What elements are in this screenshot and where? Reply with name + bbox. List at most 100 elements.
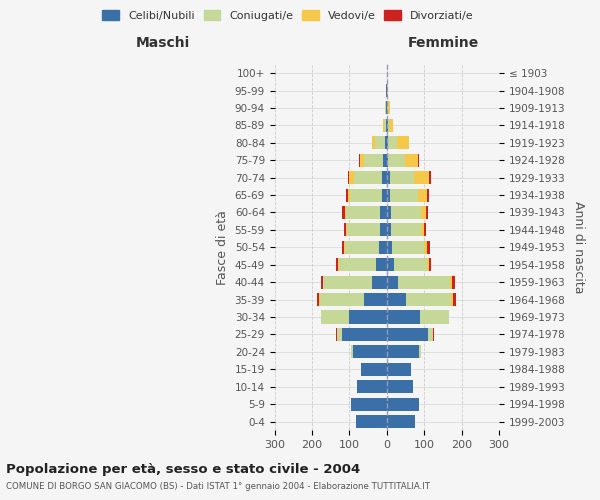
Bar [384, 119, 386, 132]
Bar [383, 154, 387, 167]
Bar [388, 102, 390, 114]
Bar [397, 136, 409, 149]
Bar [387, 415, 415, 428]
Bar [357, 380, 387, 394]
Bar [323, 276, 372, 288]
Bar [319, 293, 320, 306]
Bar [387, 276, 398, 288]
Bar [391, 206, 421, 219]
Bar [420, 310, 449, 324]
Bar [387, 188, 390, 202]
Bar [388, 136, 397, 149]
Text: COMUNE DI BORGO SAN GIACOMO (BS) - Dati ISTAT 1° gennaio 2004 - Elaborazione TUT: COMUNE DI BORGO SAN GIACOMO (BS) - Dati … [6, 482, 430, 491]
Bar [364, 293, 387, 306]
Bar [391, 224, 421, 236]
Text: Femmine: Femmine [407, 36, 479, 50]
Bar [390, 171, 414, 184]
Bar [380, 224, 387, 236]
Bar [335, 258, 338, 272]
Bar [338, 258, 339, 272]
Bar [346, 206, 380, 219]
Bar [361, 363, 387, 376]
Bar [387, 102, 388, 114]
Bar [344, 224, 346, 236]
Bar [342, 328, 387, 341]
Bar [389, 119, 393, 132]
Bar [429, 171, 431, 184]
Bar [376, 258, 387, 272]
Bar [424, 224, 426, 236]
Bar [427, 188, 429, 202]
Bar [418, 188, 427, 202]
Text: Maschi: Maschi [135, 36, 190, 50]
Bar [387, 293, 406, 306]
Bar [352, 346, 353, 358]
Bar [322, 310, 349, 324]
Bar [344, 241, 345, 254]
Bar [387, 84, 388, 97]
Bar [372, 276, 387, 288]
Bar [426, 206, 428, 219]
Bar [350, 188, 382, 202]
Bar [390, 188, 418, 202]
Bar [349, 171, 353, 184]
Bar [428, 328, 433, 341]
Bar [427, 258, 429, 272]
Bar [387, 363, 411, 376]
Bar [346, 188, 348, 202]
Bar [346, 224, 347, 236]
Bar [398, 276, 451, 288]
Bar [383, 119, 384, 132]
Bar [386, 102, 387, 114]
Bar [385, 136, 387, 149]
Bar [388, 154, 405, 167]
Bar [451, 293, 453, 306]
Bar [433, 328, 434, 341]
Bar [385, 102, 386, 114]
Bar [387, 119, 388, 132]
Bar [414, 171, 429, 184]
Bar [419, 346, 421, 358]
Bar [382, 188, 387, 202]
Bar [347, 224, 380, 236]
Bar [374, 136, 385, 149]
Bar [421, 206, 426, 219]
Bar [387, 241, 392, 254]
Bar [421, 224, 424, 236]
Bar [320, 276, 323, 288]
Bar [317, 293, 319, 306]
Bar [387, 380, 413, 394]
Bar [364, 154, 383, 167]
Bar [345, 241, 379, 254]
Bar [387, 310, 420, 324]
Bar [360, 154, 364, 167]
Bar [387, 398, 419, 410]
Bar [387, 346, 419, 358]
Bar [379, 241, 387, 254]
Bar [387, 154, 388, 167]
Bar [424, 241, 427, 254]
Bar [418, 154, 419, 167]
Bar [380, 206, 387, 219]
Bar [453, 293, 455, 306]
Bar [345, 206, 346, 219]
Y-axis label: Anni di nascita: Anni di nascita [572, 201, 585, 294]
Bar [387, 258, 394, 272]
Bar [387, 328, 428, 341]
Bar [405, 154, 418, 167]
Bar [353, 346, 387, 358]
Bar [387, 136, 388, 149]
Bar [429, 258, 431, 272]
Bar [388, 119, 389, 132]
Text: Popolazione per età, sesso e stato civile - 2004: Popolazione per età, sesso e stato civil… [6, 462, 360, 475]
Bar [337, 328, 342, 341]
Bar [356, 415, 387, 428]
Bar [452, 276, 455, 288]
Y-axis label: Fasce di età: Fasce di età [216, 210, 229, 285]
Bar [341, 241, 344, 254]
Bar [387, 206, 391, 219]
Bar [387, 171, 390, 184]
Bar [392, 241, 424, 254]
Bar [339, 258, 376, 272]
Bar [320, 293, 364, 306]
